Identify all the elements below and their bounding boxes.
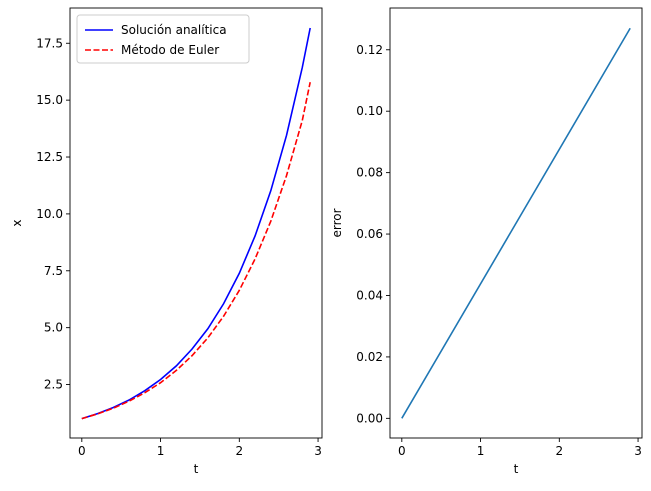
panel1-y-axis-label: error <box>330 208 344 237</box>
panel0-y-tick-label: 5.0 <box>44 321 63 335</box>
panel1-y-tick-label: 0.12 <box>356 43 383 57</box>
panel1-y-tick-label: 0.08 <box>356 166 383 180</box>
panel1-y-tick-label: 0.10 <box>356 104 383 118</box>
panel0-y-tick-label: 10.0 <box>36 207 63 221</box>
panel1-y-tick-label: 0.02 <box>356 350 383 364</box>
panel1-x-tick-label: 2 <box>555 444 563 458</box>
panel0-x-axis-label: t <box>194 462 199 476</box>
solution-panel: 0 1 2 3 2.5 5.0 7.5 10.0 12.5 15.0 17.5 t x Solución … <box>10 7 323 476</box>
panel0-y-tick-label: 17.5 <box>36 36 63 50</box>
panel1-x-axis-label: t <box>514 462 519 476</box>
panel0-y-axis-label: x <box>10 219 24 226</box>
panel0-x-tick-label: 2 <box>235 444 243 458</box>
panel0-axes-frame <box>69 7 323 439</box>
panel1-axes-frame <box>389 7 643 439</box>
panel0-legend-label-0: Solución analítica <box>121 23 227 37</box>
panel0-legend-box <box>76 14 250 64</box>
panel1-y-tick-label: 0.06 <box>356 227 383 241</box>
panel1-x-tick-label: 0 <box>398 444 406 458</box>
panel0-x-tick-label: 1 <box>157 444 165 458</box>
panel0-y-tick-label: 12.5 <box>36 150 63 164</box>
panel0-y-tick-label: 7.5 <box>44 264 63 278</box>
panel0-y-tick-label: 15.0 <box>36 93 63 107</box>
panel0-x-tick-label: 0 <box>78 444 86 458</box>
panel1-y-tick-label: 0.00 <box>356 411 383 425</box>
panel1-series-line-0 <box>401 27 631 419</box>
panel1-x-tick-label: 3 <box>634 444 642 458</box>
error-panel: 0 1 2 3 0.00 0.02 0.04 0.06 0.08 0.10 0.12 t error <box>330 7 643 476</box>
panel0-series-line-1 <box>81 82 311 420</box>
panel0-y-tick-label: 2.5 <box>44 378 63 392</box>
panel0-x-tick-label: 3 <box>314 444 322 458</box>
panel1-y-tick-label: 0.04 <box>356 288 383 302</box>
panel0-legend-label-1: Método de Euler <box>121 43 219 57</box>
panel0-series-line-0 <box>81 27 311 420</box>
panel0-legend: Solución analítica Método de Euler <box>76 14 250 64</box>
panel1-x-tick-label: 1 <box>477 444 485 458</box>
